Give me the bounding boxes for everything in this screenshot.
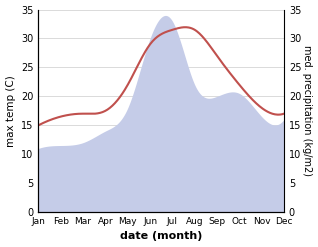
X-axis label: date (month): date (month) [120,231,203,242]
Y-axis label: med. precipitation (kg/m2): med. precipitation (kg/m2) [302,45,313,176]
Y-axis label: max temp (C): max temp (C) [5,75,16,147]
